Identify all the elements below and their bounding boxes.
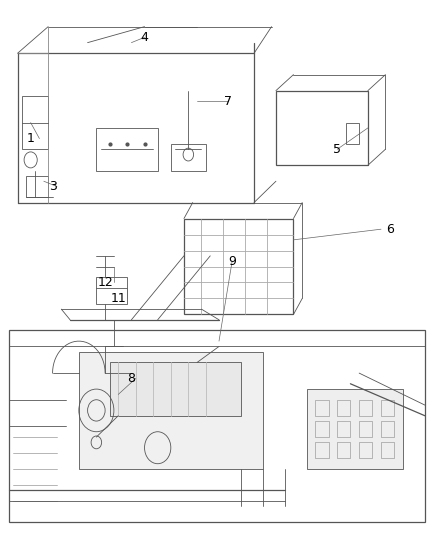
Bar	[171, 144, 206, 171]
Text: 1: 1	[27, 132, 35, 145]
Text: 12: 12	[97, 276, 113, 289]
Bar	[346, 123, 359, 144]
Text: 9: 9	[228, 255, 236, 268]
Bar	[276, 91, 368, 165]
Bar	[359, 400, 372, 416]
Text: 4: 4	[141, 31, 148, 44]
Bar	[381, 442, 394, 458]
Bar	[79, 352, 263, 469]
Bar	[9, 330, 425, 522]
Bar	[315, 442, 328, 458]
Bar	[337, 442, 350, 458]
Bar	[307, 389, 403, 469]
Bar	[26, 176, 48, 197]
Bar	[359, 442, 372, 458]
Bar	[337, 421, 350, 437]
Bar	[359, 421, 372, 437]
Text: 3: 3	[49, 180, 57, 193]
Bar	[110, 362, 241, 416]
Bar	[96, 277, 127, 304]
Bar	[184, 219, 293, 314]
Bar	[315, 400, 328, 416]
Bar	[96, 128, 158, 171]
Text: 7: 7	[224, 95, 232, 108]
Text: 5: 5	[333, 143, 341, 156]
Bar	[337, 400, 350, 416]
Bar	[381, 400, 394, 416]
Text: 6: 6	[386, 223, 394, 236]
Bar	[381, 421, 394, 437]
Text: 11: 11	[110, 292, 126, 305]
Text: 8: 8	[127, 372, 135, 385]
Bar	[315, 421, 328, 437]
Bar	[22, 96, 48, 149]
